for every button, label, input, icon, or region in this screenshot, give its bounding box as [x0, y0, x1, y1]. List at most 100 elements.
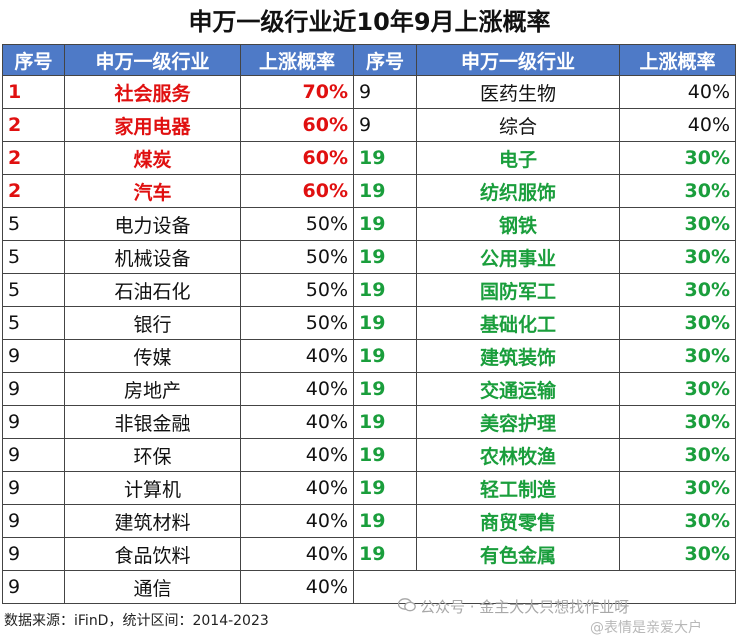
right-industry-cell: 综合 [416, 108, 620, 142]
right-industry-cell: 有色金属 [416, 537, 620, 571]
right-prob-cell: 30% [619, 141, 736, 175]
right-rank-cell: 19 [353, 174, 417, 208]
header-rank-left: 序号 [2, 44, 65, 76]
left-rank-cell: 5 [2, 306, 65, 340]
right-prob-cell: 30% [619, 405, 736, 439]
right-prob-cell: 30% [619, 438, 736, 472]
right-industry-cell: 医药生物 [416, 75, 620, 109]
data-source-note: 数据来源：iFinD，统计区间：2014-2023 [4, 613, 269, 629]
table-row: 5 电力设备 50% 19 钢铁 30% [2, 207, 736, 241]
left-rank-cell: 9 [2, 438, 65, 472]
left-rank-cell: 5 [2, 273, 65, 307]
right-prob-cell: 30% [619, 240, 736, 274]
right-rank-cell: 19 [353, 405, 417, 439]
right-prob-cell: 40% [619, 75, 736, 109]
right-prob-cell: 40% [619, 108, 736, 142]
left-rank-cell: 9 [2, 537, 65, 571]
right-industry-cell: 建筑装饰 [416, 339, 620, 373]
header-industry-left: 申万一级行业 [64, 44, 241, 76]
table-row: 2 汽车 60% 19 纺织服饰 30% [2, 174, 736, 208]
page-title: 申万一级行业近10年9月上涨概率 [188, 8, 551, 36]
left-rank-cell: 9 [2, 372, 65, 406]
table-row: 5 石油石化 50% 19 国防军工 30% [2, 273, 736, 307]
left-industry-cell: 房地产 [64, 372, 241, 406]
left-prob-cell: 60% [240, 141, 354, 175]
table-row: 9 计算机 40% 19 轻工制造 30% [2, 471, 736, 505]
right-industry-cell: 国防军工 [416, 273, 620, 307]
table-row: 2 煤炭 60% 19 电子 30% [2, 141, 736, 175]
left-rank-cell: 2 [2, 141, 65, 175]
right-prob-cell: 30% [619, 306, 736, 340]
left-industry-cell: 非银金融 [64, 405, 241, 439]
left-rank-cell: 9 [2, 570, 65, 604]
right-industry-cell: 交通运输 [416, 372, 620, 406]
left-rank-cell: 1 [2, 75, 65, 109]
right-industry-cell: 公用事业 [416, 240, 620, 274]
right-prob-cell: 30% [619, 339, 736, 373]
right-rank-cell: 19 [353, 306, 417, 340]
table-row: 9 通信 40% [2, 570, 736, 604]
left-prob-cell: 70% [240, 75, 354, 109]
left-prob-cell: 40% [240, 438, 354, 472]
left-prob-cell: 50% [240, 240, 354, 274]
left-industry-cell: 电力设备 [64, 207, 241, 241]
left-industry-cell: 石油石化 [64, 273, 241, 307]
right-industry-cell: 农林牧渔 [416, 438, 620, 472]
watermark-text: 公众号 · 金主大大只想找作业呀 [420, 598, 630, 616]
right-prob-cell: 30% [619, 273, 736, 307]
right-rank-cell: 19 [353, 339, 417, 373]
right-rank-cell: 19 [353, 141, 417, 175]
table-row: 9 房地产 40% 19 交通运输 30% [2, 372, 736, 406]
right-industry-cell: 基础化工 [416, 306, 620, 340]
left-prob-cell: 40% [240, 504, 354, 538]
left-prob-cell: 60% [240, 108, 354, 142]
header-prob-right: 上涨概率 [619, 44, 736, 76]
left-industry-cell: 社会服务 [64, 75, 241, 109]
table-header-row: 序号 申万一级行业 上涨概率 序号 申万一级行业 上涨概率 [2, 44, 736, 76]
right-prob-cell: 30% [619, 207, 736, 241]
left-prob-cell: 40% [240, 339, 354, 373]
probability-table: 序号 申万一级行业 上涨概率 序号 申万一级行业 上涨概率 1 社会服务 70% 9 医… [2, 44, 736, 604]
left-industry-cell: 食品饮料 [64, 537, 241, 571]
left-industry-cell: 传媒 [64, 339, 241, 373]
right-rank-cell: 19 [353, 240, 417, 274]
left-prob-cell: 40% [240, 471, 354, 505]
right-rank-cell: 19 [353, 207, 417, 241]
left-rank-cell: 2 [2, 174, 65, 208]
right-industry-cell: 纺织服饰 [416, 174, 620, 208]
left-rank-cell: 2 [2, 108, 65, 142]
right-prob-cell: 30% [619, 372, 736, 406]
left-industry-cell: 家用电器 [64, 108, 241, 142]
right-rank-cell: 19 [353, 504, 417, 538]
left-prob-cell: 40% [240, 570, 354, 604]
right-industry-cell: 轻工制造 [416, 471, 620, 505]
table-row: 1 社会服务 70% 9 医药生物 40% [2, 75, 736, 109]
right-industry-cell: 商贸零售 [416, 504, 620, 538]
header-rank-right: 序号 [353, 44, 417, 76]
left-rank-cell: 5 [2, 240, 65, 274]
left-industry-cell: 汽车 [64, 174, 241, 208]
right-prob-cell: 30% [619, 471, 736, 505]
right-industry-cell: 钢铁 [416, 207, 620, 241]
header-prob-left: 上涨概率 [240, 44, 354, 76]
left-prob-cell: 50% [240, 207, 354, 241]
left-prob-cell: 50% [240, 273, 354, 307]
table-row: 2 家用电器 60% 9 综合 40% [2, 108, 736, 142]
left-prob-cell: 40% [240, 405, 354, 439]
right-rank-cell: 9 [353, 75, 417, 109]
left-rank-cell: 9 [2, 471, 65, 505]
right-rank-cell: 19 [353, 273, 417, 307]
table-row: 5 机械设备 50% 19 公用事业 30% [2, 240, 736, 274]
left-rank-cell: 9 [2, 339, 65, 373]
table-row: 9 环保 40% 19 农林牧渔 30% [2, 438, 736, 472]
right-rank-cell: 9 [353, 108, 417, 142]
right-rank-cell: 19 [353, 372, 417, 406]
left-industry-cell: 环保 [64, 438, 241, 472]
table-row: 9 传媒 40% 19 建筑装饰 30% [2, 339, 736, 373]
table-row: 9 建筑材料 40% 19 商贸零售 30% [2, 504, 736, 538]
left-industry-cell: 计算机 [64, 471, 241, 505]
left-industry-cell: 通信 [64, 570, 241, 604]
left-industry-cell: 建筑材料 [64, 504, 241, 538]
watermark: 公众号 · 金主大大只想找作业呀 [397, 596, 630, 617]
left-industry-cell: 机械设备 [64, 240, 241, 274]
